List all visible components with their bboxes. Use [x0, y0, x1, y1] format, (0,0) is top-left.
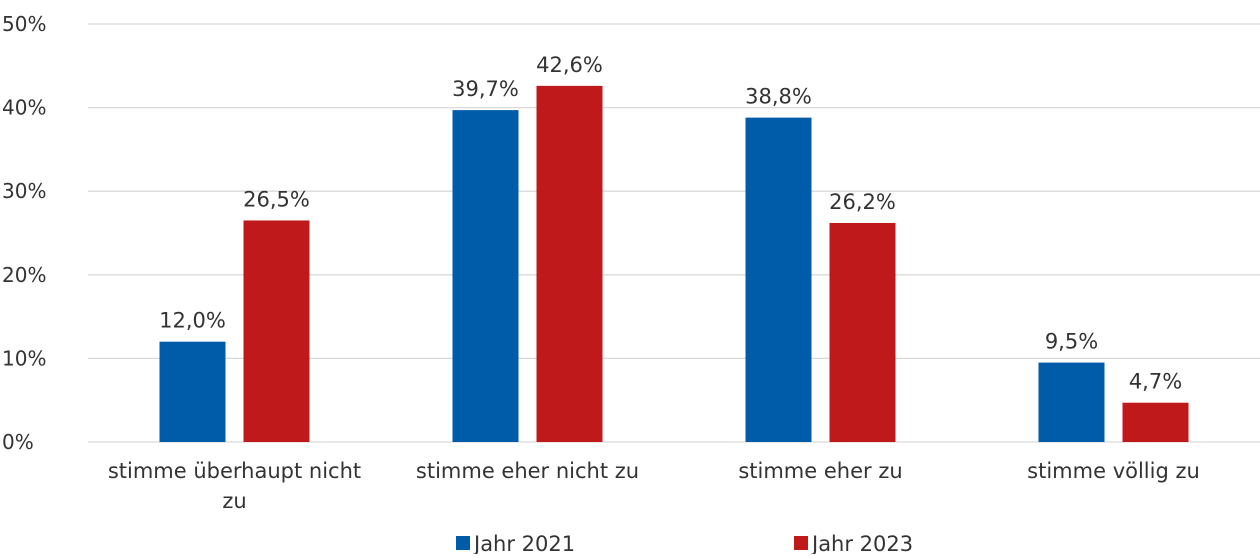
- data-label: 26,2%: [829, 190, 896, 214]
- data-label: 9,5%: [1045, 330, 1098, 354]
- data-label: 26,5%: [243, 187, 310, 211]
- legend-swatch: [456, 536, 470, 550]
- data-label: 38,8%: [745, 85, 812, 109]
- data-label: 42,6%: [536, 53, 603, 77]
- legend-label: Jahr 2021: [472, 532, 575, 554]
- category-label: zu: [222, 489, 246, 513]
- bar: [536, 85, 603, 442]
- bar: [243, 220, 310, 442]
- bar: [829, 222, 896, 442]
- legend-label: Jahr 2023: [810, 532, 913, 554]
- category-label: stimme völlig zu: [1027, 459, 1200, 483]
- y-tick-label: 50%: [2, 12, 46, 36]
- y-tick-label: 40%: [2, 96, 46, 120]
- category-label: stimme eher zu: [738, 459, 902, 483]
- data-label: 39,7%: [452, 77, 519, 101]
- y-tick-label: 10%: [2, 346, 46, 370]
- bar: [1122, 402, 1189, 442]
- y-tick-label: 0%: [2, 430, 34, 454]
- bar: [159, 341, 226, 442]
- category-label: stimme überhaupt nicht: [108, 459, 361, 483]
- bar: [1038, 362, 1105, 442]
- legend-swatch: [794, 536, 808, 550]
- bar: [452, 110, 519, 442]
- data-label: 4,7%: [1129, 370, 1182, 394]
- category-label: stimme eher nicht zu: [416, 459, 639, 483]
- data-label: 12,0%: [159, 309, 226, 333]
- bar: [745, 117, 812, 442]
- y-tick-label: 30%: [2, 179, 46, 203]
- y-tick-label: 20%: [2, 263, 46, 287]
